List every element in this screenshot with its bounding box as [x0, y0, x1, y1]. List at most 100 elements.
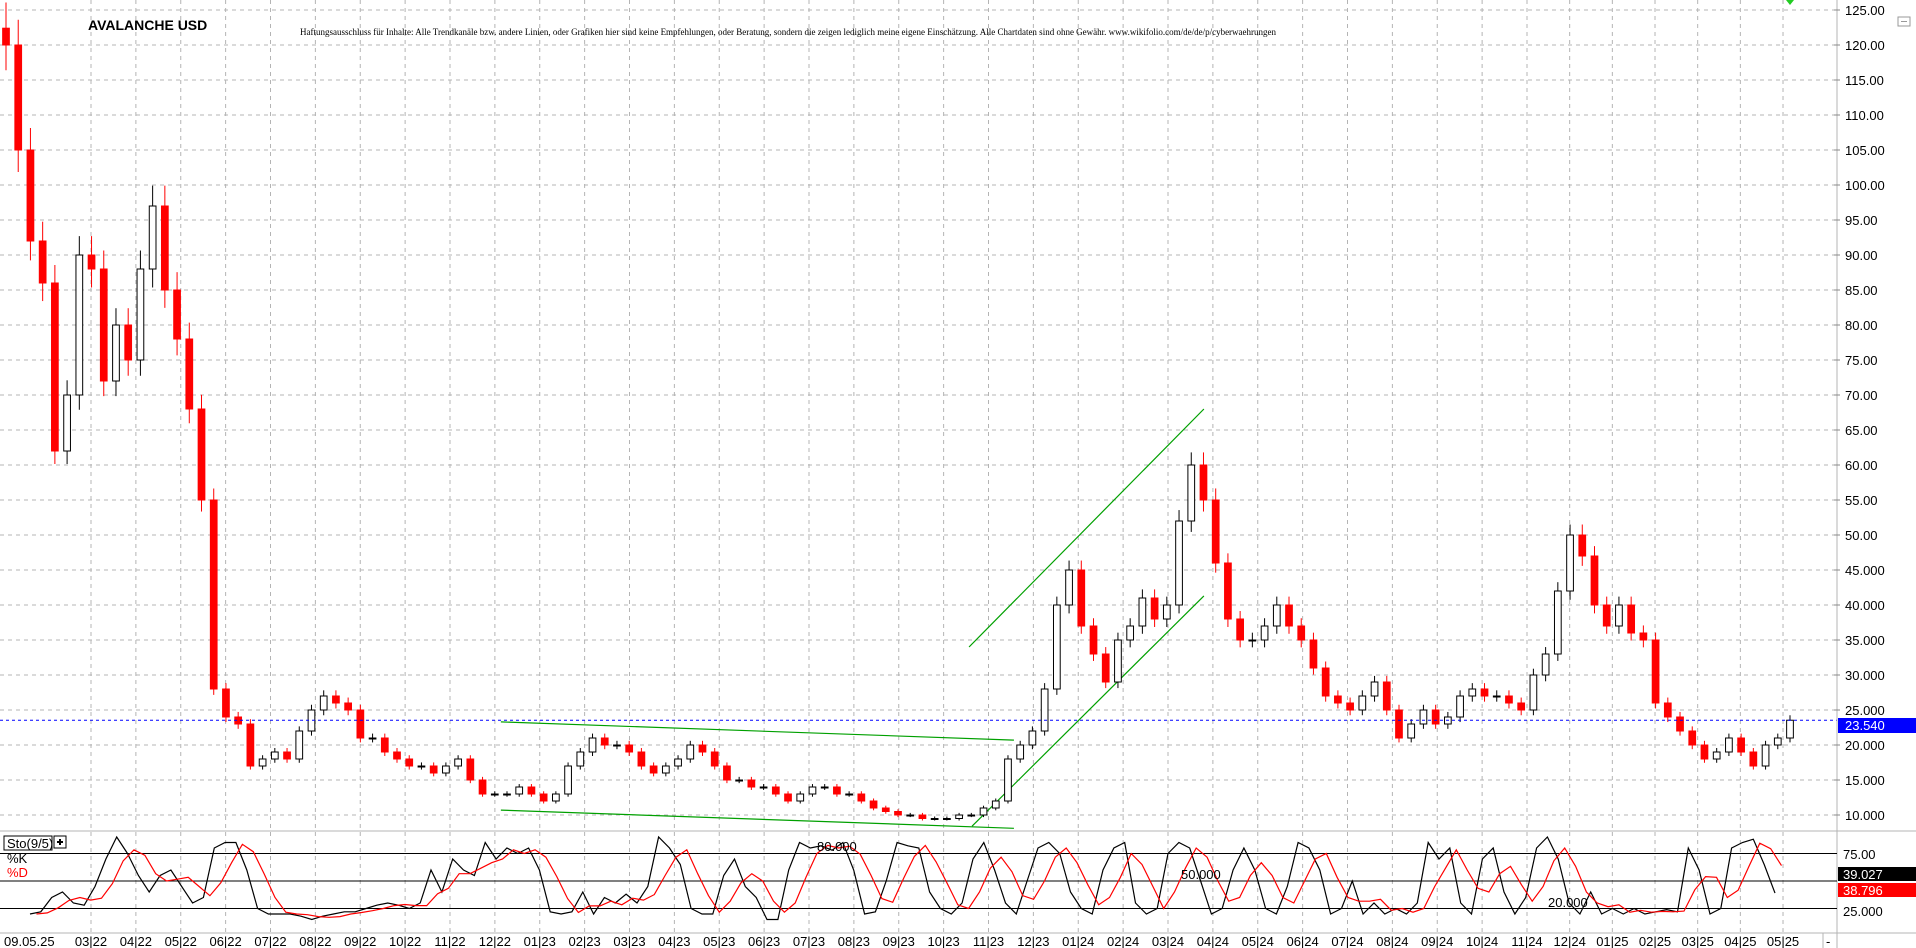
candle-body [1089, 625, 1098, 655]
candle-body [1578, 534, 1587, 557]
date-label: 12|24 [1554, 934, 1586, 948]
candle-body [1040, 688, 1049, 732]
date-label: 05|22 [165, 934, 197, 948]
candle-body [1786, 719, 1794, 739]
candle-body [490, 793, 499, 796]
candle [759, 784, 768, 790]
candle-body [197, 408, 206, 501]
price-tick-label: 120.00 [1845, 38, 1885, 53]
date-label: 11|22 [434, 934, 465, 948]
candle-body [820, 786, 829, 789]
candle-body [906, 814, 915, 817]
candle [1370, 675, 1379, 702]
candle [552, 791, 560, 804]
candle-body [637, 751, 646, 767]
date-label: 10|23 [927, 934, 959, 948]
candle-body [613, 744, 621, 747]
candle-body [930, 818, 939, 820]
candle [466, 755, 475, 784]
candle-body [539, 793, 548, 802]
candle-body [1639, 632, 1648, 641]
candle [99, 250, 108, 397]
date-label: 04|23 [658, 934, 690, 948]
candle [1138, 589, 1147, 634]
candle-body [1407, 723, 1416, 739]
candle [356, 704, 365, 743]
candle [1004, 755, 1012, 804]
candle [881, 805, 890, 814]
candle [246, 719, 255, 770]
date-label: 07|24 [1331, 934, 1363, 948]
indicator-label-box[interactable] [3, 835, 53, 851]
candle [539, 791, 548, 804]
candle-body [368, 737, 377, 740]
candle-body [26, 149, 35, 242]
candle-body [1211, 499, 1220, 564]
candle [588, 733, 597, 756]
candle [26, 127, 35, 261]
date-label: 03|24 [1152, 934, 1184, 948]
price-tick-label: 35.000 [1845, 633, 1885, 648]
candle [1615, 596, 1623, 634]
candle-body [380, 737, 389, 753]
candle-body [857, 793, 866, 802]
candle-body [1297, 625, 1306, 641]
date-label: 02|24 [1107, 934, 1139, 948]
candle [906, 812, 915, 818]
date-label: 08|23 [838, 934, 870, 948]
date-label: 03|25 [1682, 934, 1714, 948]
candle-body [1615, 604, 1623, 627]
candle-body [1517, 702, 1526, 711]
candle-body [955, 814, 963, 819]
candle [1065, 560, 1073, 614]
candle [1101, 647, 1110, 689]
candle [136, 250, 145, 376]
candle [564, 762, 572, 797]
candle-body [1456, 695, 1464, 718]
candle [1541, 647, 1550, 682]
candle [1248, 632, 1257, 648]
candle [943, 816, 951, 821]
candle [1199, 452, 1208, 512]
candle-body [735, 779, 744, 782]
candle [344, 697, 352, 716]
candle [185, 322, 194, 424]
candle [1382, 675, 1391, 716]
candle [1529, 668, 1538, 716]
candle-body [967, 814, 976, 817]
candle-body [136, 268, 145, 361]
candle-body [503, 793, 511, 796]
candle [1321, 661, 1330, 702]
trendline [500, 721, 1014, 741]
date-label: 07|23 [793, 934, 825, 948]
candle [1346, 697, 1354, 716]
candle-body [1346, 702, 1354, 711]
date-label: 04|24 [1197, 934, 1229, 948]
candle-body [588, 737, 597, 753]
candle [784, 791, 792, 804]
trendline [968, 408, 1205, 648]
candle [1114, 632, 1122, 689]
candle-body [185, 338, 194, 410]
candle [1395, 704, 1403, 743]
date-label: 10|24 [1466, 934, 1498, 948]
candle-body [75, 254, 84, 396]
date-label: 11|24 [1511, 934, 1542, 948]
candle-body [1187, 464, 1196, 522]
date-axis: 03|22 04|22 05|22 06|22 07|22 08|22 09|22 10|22… [75, 934, 1799, 948]
candle [1627, 596, 1636, 641]
trendline [500, 809, 1014, 829]
candle [478, 776, 487, 797]
candle [368, 733, 377, 743]
stochastic-panel [0, 835, 1837, 921]
candle [38, 221, 47, 302]
date-label: 05|24 [1242, 934, 1274, 948]
candle-body [894, 811, 902, 816]
candle-body [918, 814, 927, 819]
candle [845, 791, 853, 797]
candle-body [1590, 555, 1599, 606]
candle [209, 488, 218, 695]
candle [1285, 596, 1293, 634]
candle-body [1712, 751, 1721, 760]
